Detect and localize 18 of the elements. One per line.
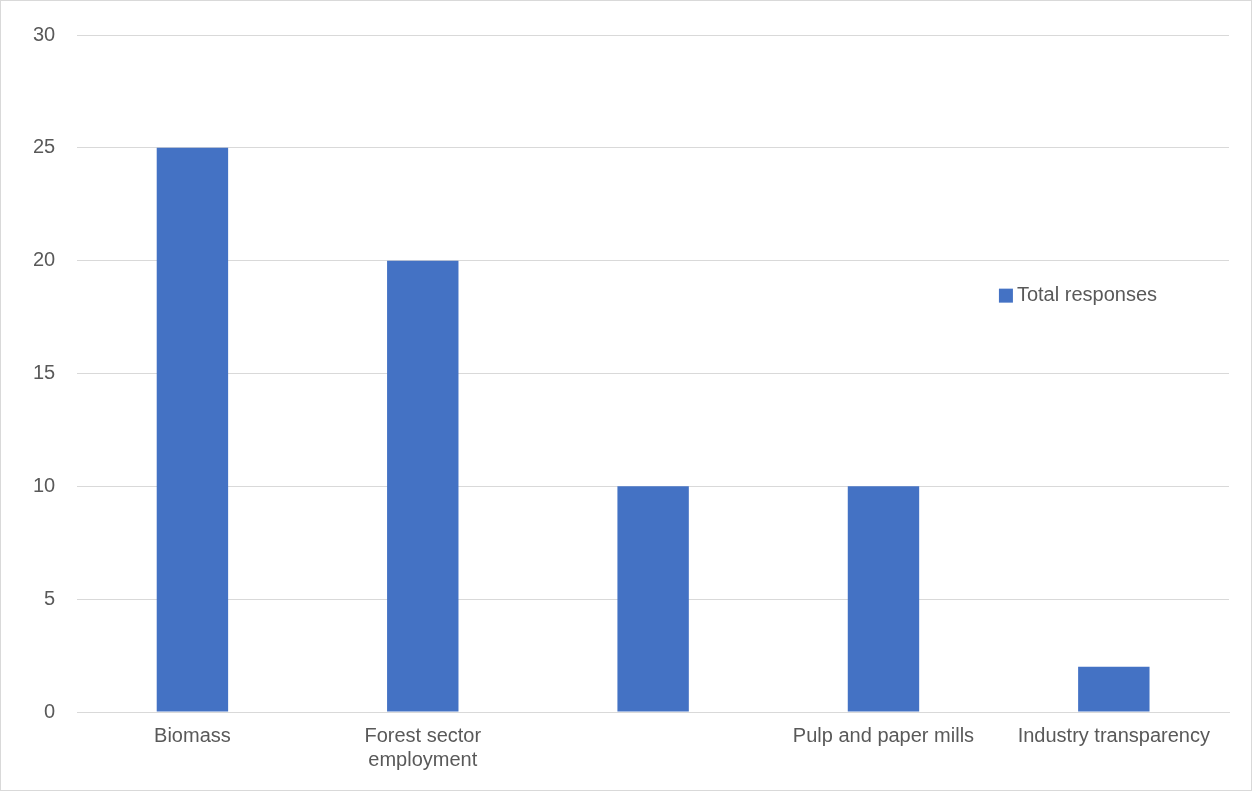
x-tick-label: Industry transparency [1017, 723, 1210, 746]
y-tick-label: 5 [44, 586, 56, 609]
category-label: Forest sector [364, 723, 482, 746]
bar [847, 486, 920, 712]
bar [617, 486, 689, 712]
y-tick-label: 20 [33, 248, 56, 271]
y-tick-label: 15 [33, 361, 56, 384]
y-tick-label: 25 [33, 135, 56, 158]
legend-label: Total responses [1016, 283, 1157, 306]
bar [1078, 666, 1150, 712]
y-tick-label: 10 [33, 473, 56, 496]
y-tick-label: 30 [33, 22, 56, 45]
x-tick-label: Pulp and paper mills [792, 723, 975, 746]
x-tick-label: Biomass [154, 723, 231, 746]
bar [387, 260, 459, 712]
category-label: employment [368, 747, 478, 770]
bar [156, 147, 229, 712]
y-tick-label: 0 [44, 699, 56, 722]
